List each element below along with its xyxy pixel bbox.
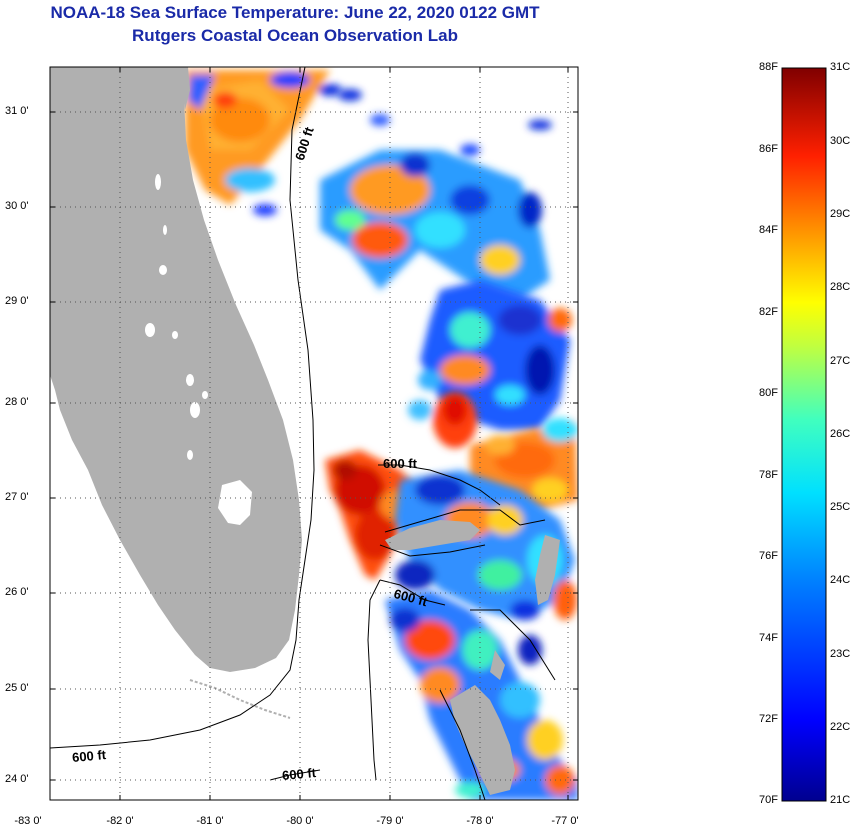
lon-tick-82: -82 0'	[106, 815, 134, 827]
colorbar-label-74f: 74F	[759, 632, 778, 644]
florida-keys	[189, 679, 291, 719]
chart-title: NOAA-18 Sea Surface Temperature: June 22…	[50, 3, 540, 22]
grid-lines	[50, 67, 578, 800]
colorbar-label-88f: 88F	[759, 61, 778, 73]
colorbar-label-24c: 24C	[830, 574, 851, 586]
colorbar-label-84f: 84F	[759, 224, 778, 236]
lat-tick-24: 24 0'	[5, 773, 29, 785]
colorbar-label-28c: 28C	[830, 281, 851, 293]
colorbar-label-27c: 27C	[830, 355, 851, 367]
abaco-island	[535, 535, 560, 605]
plot-frame	[49, 66, 579, 801]
lon-tick-78: -78 0'	[466, 815, 494, 827]
lat-tick-30: 30 0'	[5, 200, 29, 212]
lon-tick-80: -80 0'	[286, 815, 314, 827]
chart-subtitle: Rutgers Coastal Ocean Observation Lab	[132, 26, 458, 45]
contour-600ft-bahamas	[378, 464, 501, 506]
colorbar-label-21c: 21C	[830, 794, 851, 806]
contour-600ft-florida	[50, 67, 315, 749]
colorbar-label-31c: 31C	[830, 61, 851, 73]
lon-tick-79: -79 0'	[376, 815, 404, 827]
contour-label-600ft-south: 600 ft	[281, 765, 317, 783]
axis-ticks	[50, 67, 578, 800]
lon-tick-83: -83 0'	[14, 815, 42, 827]
colorbar-label-22c: 22C	[830, 721, 851, 733]
lake-okeechobee	[218, 480, 252, 525]
colorbar-label-82f: 82F	[759, 306, 778, 318]
colorbar-label-76f: 76F	[759, 550, 778, 562]
colorbar-label-80f: 80F	[759, 387, 778, 399]
colorbar-label-78f: 78F	[759, 469, 778, 481]
lat-tick-29: 29 0'	[5, 295, 29, 307]
lat-tick-25: 25 0'	[5, 682, 29, 694]
andros-island	[450, 685, 515, 795]
colorbar-label-26c: 26C	[830, 428, 851, 440]
lat-tick-26: 26 0'	[5, 586, 29, 598]
lon-tick-81: -81 0'	[196, 815, 224, 827]
sst-field	[50, 67, 578, 800]
colorbar-label-23c: 23C	[830, 648, 851, 660]
lon-tick-77: -77 0'	[551, 815, 579, 827]
grand-bahama-island	[385, 520, 480, 550]
lat-tick-27: 27 0'	[5, 491, 29, 503]
colorbar	[781, 67, 827, 802]
colorbar-label-72f: 72F	[759, 713, 778, 725]
colorbar-label-30c: 30C	[830, 135, 851, 147]
colorbar-label-29c: 29C	[830, 208, 851, 220]
colorbar-label-70f: 70F	[759, 794, 778, 806]
colorbar-label-86f: 86F	[759, 143, 778, 155]
lat-tick-31: 31 0'	[5, 105, 29, 117]
contour-label-600ft-bahamas: 600 ft	[383, 456, 418, 471]
contour-label-600ft-southwest: 600 ft	[71, 747, 107, 765]
contour-600ft-tongue	[367, 579, 381, 781]
colorbar-label-25c: 25C	[830, 501, 851, 513]
lat-tick-28: 28 0'	[5, 396, 29, 408]
